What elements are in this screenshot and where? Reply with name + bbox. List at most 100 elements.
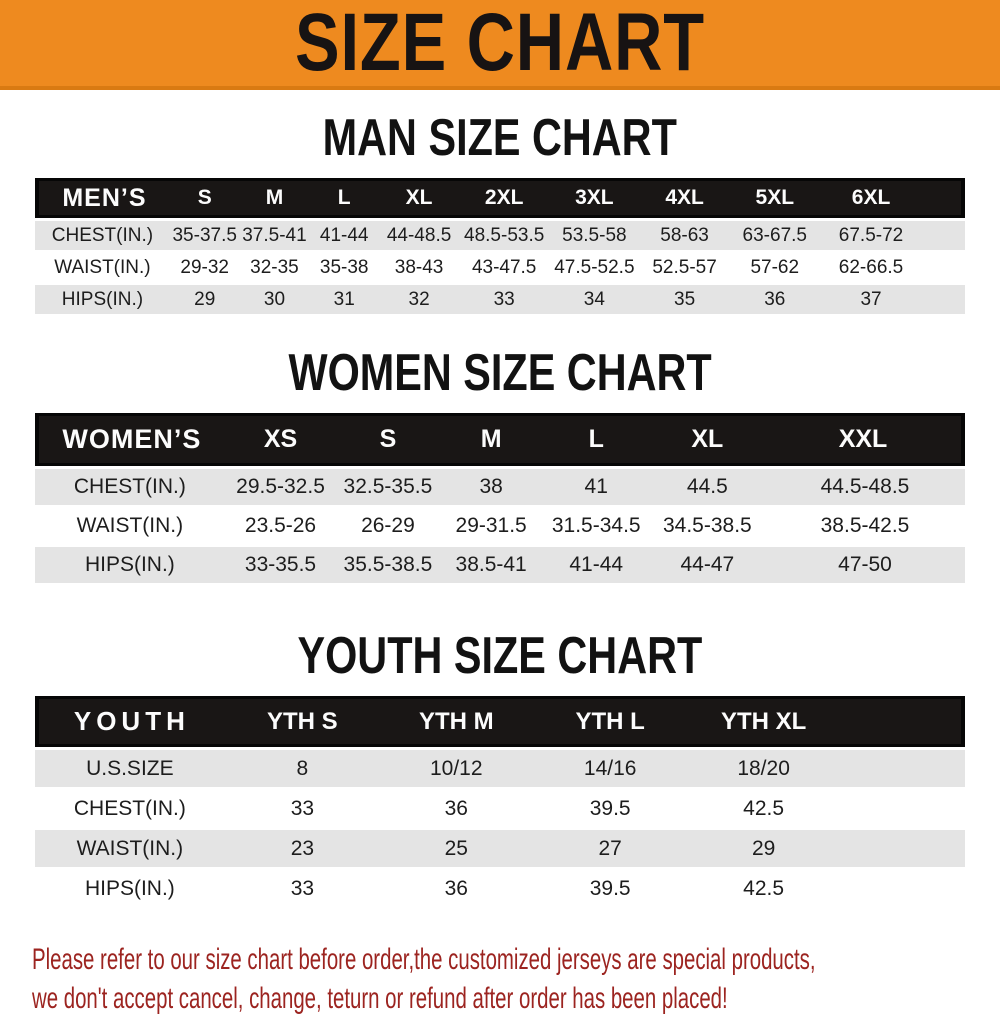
size-value-cell: 41-44 <box>542 547 650 583</box>
size-value-cell: 30 <box>239 285 310 314</box>
size-column-header: 6XL <box>819 178 923 218</box>
table-corner-label: WOMEN’S <box>35 413 225 466</box>
size-value-cell: 33 <box>224 790 381 827</box>
size-column-header: 3XL <box>549 178 640 218</box>
measurement-row-label: U.S.SIZE <box>35 750 225 787</box>
men-size-section: MAN SIZE CHART MEN’S S M L XL 2XL 3XL 4XL 5XL 6XL… <box>0 107 1000 317</box>
size-column-header: 5XL <box>729 178 820 218</box>
size-value-cell: 43-47.5 <box>459 253 550 282</box>
size-value-cell: 34.5-38.5 <box>649 508 765 544</box>
size-value-cell: 48.5-53.5 <box>459 221 550 250</box>
measurement-row: HIPS(IN.) 33-35.5 35.5-38.5 38.5-41 41-44 44-… <box>35 547 965 583</box>
size-chart-banner: SIZE CHART <box>0 0 1000 90</box>
size-value-cell: 25 <box>380 830 533 867</box>
size-column-header: L <box>309 178 380 218</box>
size-column-header: S <box>336 413 440 466</box>
size-value-cell: 23 <box>224 830 381 867</box>
size-column-header: XL <box>379 178 460 218</box>
size-value-cell: 58-63 <box>639 221 730 250</box>
size-column-header: YTH L <box>532 696 688 747</box>
size-value-cell: 31.5-34.5 <box>542 508 650 544</box>
measurement-row: HIPS(IN.) 33 36 39.5 42.5 <box>35 870 965 907</box>
size-value-cell: 63-67.5 <box>729 221 820 250</box>
spacer-cell <box>839 696 965 747</box>
size-value-cell: 38.5-42.5 <box>765 508 965 544</box>
size-column-header: XS <box>224 413 337 466</box>
size-value-cell: 41-44 <box>309 221 380 250</box>
table-corner-label: MEN’S <box>35 178 170 218</box>
size-value-cell: 32 <box>379 285 460 314</box>
measurement-row-label: WAIST(IN.) <box>35 508 225 544</box>
measurement-row-label: HIPS(IN.) <box>35 870 225 907</box>
size-column-header: YTH M <box>380 696 533 747</box>
size-value-cell: 38.5-41 <box>439 547 543 583</box>
measurement-row-label: CHEST(IN.) <box>35 790 225 827</box>
size-value-cell: 57-62 <box>729 253 820 282</box>
men-size-table: MEN’S S M L XL 2XL 3XL 4XL 5XL 6XL CHEST(IN.) 35-37… <box>35 175 965 317</box>
size-value-cell: 47-50 <box>765 547 965 583</box>
size-value-cell: 52.5-57 <box>639 253 730 282</box>
size-value-cell: 35 <box>639 285 730 314</box>
spacer-cell <box>922 285 965 314</box>
measurement-row-label: WAIST(IN.) <box>35 253 170 282</box>
measurement-row: CHEST(IN.) 35-37.5 37.5-41 41-44 44-48.5 48.5… <box>35 221 965 250</box>
measurement-row: WAIST(IN.) 29-32 32-35 35-38 38-43 43-47.5 47.… <box>35 253 965 282</box>
size-column-header: 2XL <box>459 178 550 218</box>
size-value-cell: 29-32 <box>169 253 240 282</box>
size-value-cell: 23.5-26 <box>224 508 337 544</box>
size-value-cell: 39.5 <box>532 870 688 907</box>
size-value-cell: 10/12 <box>380 750 533 787</box>
size-value-cell: 31 <box>309 285 380 314</box>
measurement-row: WAIST(IN.) 23.5-26 26-29 29-31.5 31.5-34.5 34… <box>35 508 965 544</box>
women-section-title: WOMEN SIZE CHART <box>288 342 712 402</box>
measurement-row: HIPS(IN.) 29 30 31 32 33 34 35 36 37 <box>35 285 965 314</box>
table-corner-label: YOUTH <box>35 696 225 747</box>
spacer-cell <box>839 750 965 787</box>
size-column-header: XXL <box>765 413 965 466</box>
order-disclaimer: Please refer to our size chart before or… <box>0 940 1000 1018</box>
size-value-cell: 37.5-41 <box>239 221 310 250</box>
spacer-cell <box>839 830 965 867</box>
size-header-row: MEN’S S M L XL 2XL 3XL 4XL 5XL 6XL <box>35 178 965 218</box>
size-value-cell: 29 <box>687 830 840 867</box>
size-value-cell: 62-66.5 <box>819 253 923 282</box>
size-value-cell: 44-47 <box>649 547 765 583</box>
size-column-header: YTH S <box>224 696 381 747</box>
measurement-row: U.S.SIZE 8 10/12 14/16 18/20 <box>35 750 965 787</box>
size-value-cell: 33 <box>459 285 550 314</box>
men-section-title: MAN SIZE CHART <box>322 107 678 167</box>
measurement-row: CHEST(IN.) 33 36 39.5 42.5 <box>35 790 965 827</box>
size-header-row: YOUTH YTH S YTH M YTH L YTH XL <box>35 696 965 747</box>
spacer-cell <box>839 870 965 907</box>
disclaimer-line-2: we don't accept cancel, change, teturn o… <box>32 982 728 1015</box>
measurement-row-label: CHEST(IN.) <box>35 469 225 505</box>
size-value-cell: 35-37.5 <box>169 221 240 250</box>
youth-size-table: YOUTH YTH S YTH M YTH L YTH XL U.S.SIZE 8 10/12… <box>35 693 965 910</box>
size-value-cell: 29 <box>169 285 240 314</box>
youth-size-section: YOUTH SIZE CHART YOUTH YTH S YTH M YTH L YTH… <box>0 629 1000 910</box>
size-value-cell: 32.5-35.5 <box>336 469 440 505</box>
size-value-cell: 32-35 <box>239 253 310 282</box>
spacer-cell <box>922 253 965 282</box>
size-value-cell: 36 <box>380 870 533 907</box>
size-value-cell: 14/16 <box>532 750 688 787</box>
size-value-cell: 44-48.5 <box>379 221 460 250</box>
size-value-cell: 36 <box>380 790 533 827</box>
measurement-row: CHEST(IN.) 29.5-32.5 32.5-35.5 38 41 44.5 44.5… <box>35 469 965 505</box>
size-value-cell: 44.5 <box>649 469 765 505</box>
size-value-cell: 47.5-52.5 <box>549 253 640 282</box>
size-value-cell: 29.5-32.5 <box>224 469 337 505</box>
size-value-cell: 33-35.5 <box>224 547 337 583</box>
size-value-cell: 33 <box>224 870 381 907</box>
size-value-cell: 38-43 <box>379 253 460 282</box>
size-value-cell: 18/20 <box>687 750 840 787</box>
size-value-cell: 38 <box>439 469 543 505</box>
size-value-cell: 39.5 <box>532 790 688 827</box>
spacer-cell <box>839 790 965 827</box>
measurement-row-label: CHEST(IN.) <box>35 221 170 250</box>
spacer-cell <box>922 221 965 250</box>
size-column-header: 4XL <box>639 178 730 218</box>
measurement-row-label: HIPS(IN.) <box>35 285 170 314</box>
size-value-cell: 42.5 <box>687 790 840 827</box>
size-value-cell: 26-29 <box>336 508 440 544</box>
